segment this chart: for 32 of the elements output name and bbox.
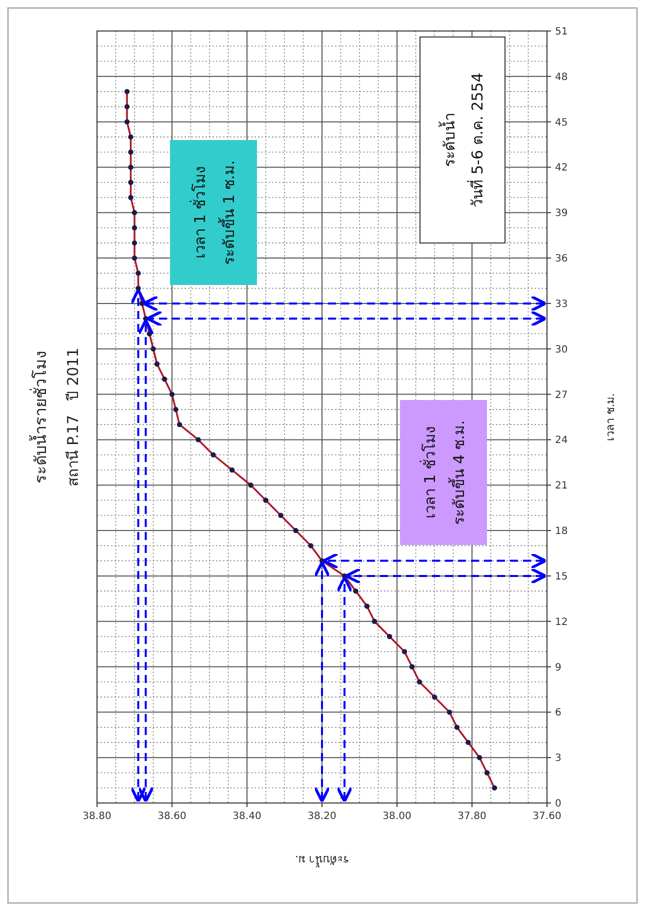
text: ระดับน้ำรายชั่วโมง <box>29 350 50 484</box>
annotation: เวลา 1 ชั่วโมง ระดับขึ้น 1 ซ.ม. <box>189 160 238 265</box>
x-tick-label: 37.80 <box>458 811 486 822</box>
y-tick-label: 39 <box>555 208 568 220</box>
x-tick-label: 38.40 <box>232 811 262 822</box>
y-tick-label: 27 <box>555 390 568 401</box>
y-tick-label: 9 <box>555 662 562 674</box>
x-tick-label: 38.00 <box>382 811 412 822</box>
y-tick-label: 36 <box>555 254 568 265</box>
y-tick-label: 18 <box>555 526 568 538</box>
y-tick-label: 42 <box>555 162 568 174</box>
y-tick-label: 45 <box>555 117 568 128</box>
x-tick-label: 38.60 <box>158 811 186 822</box>
y-tick-label: 51 <box>555 26 568 38</box>
y-tick-label: 30 <box>555 344 568 356</box>
text: สถานี P.17 ปี 2011 <box>64 348 82 486</box>
y-tick-label: 24 <box>555 435 568 446</box>
y-tick-label: 33 <box>555 298 568 310</box>
y-tick-label: 12 <box>555 616 568 628</box>
y-tick-label: 6 <box>555 708 562 719</box>
y-tick-label: 3 <box>555 753 562 764</box>
x-axis-title: ระดับน้ำ ม. <box>295 853 349 868</box>
y-tick-label: 15 <box>555 571 568 582</box>
x-tick-label: 38.80 <box>82 811 112 822</box>
y-tick-label: 0 <box>555 798 562 810</box>
annotation: เวลา 1 ชั่วโมง ระดับขึ้น 4 ซ.ม. <box>419 420 468 525</box>
x-tick-label: 38.20 <box>308 811 336 822</box>
y-tick-label: 21 <box>555 480 568 492</box>
x-tick-label: 37.60 <box>532 811 562 822</box>
annotation: ระดับน้ำ วันที่ 5-6 ต.ค. 2554 <box>438 72 487 208</box>
y-tick-label: 48 <box>555 72 568 83</box>
y-axis-title: เวลา ช.ม. <box>604 393 617 441</box>
